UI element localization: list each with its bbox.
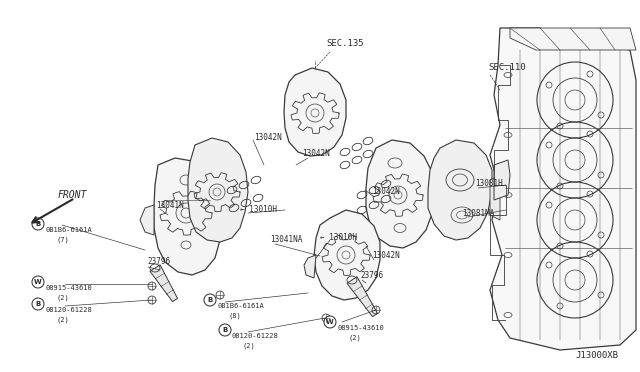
Text: (2): (2)	[348, 335, 361, 341]
Text: 08120-61228: 08120-61228	[46, 307, 93, 313]
Text: 13041NA: 13041NA	[270, 235, 302, 244]
Text: ← 13010H: ← 13010H	[320, 232, 357, 241]
Polygon shape	[304, 255, 316, 278]
Text: (2): (2)	[56, 317, 68, 323]
Polygon shape	[284, 68, 346, 156]
Polygon shape	[366, 140, 434, 248]
Circle shape	[204, 294, 216, 306]
Text: B: B	[35, 301, 40, 307]
Polygon shape	[510, 28, 636, 50]
Circle shape	[32, 218, 44, 230]
Text: W: W	[34, 279, 42, 285]
Text: 08915-43610: 08915-43610	[46, 285, 93, 291]
Circle shape	[219, 324, 231, 336]
Text: (2): (2)	[56, 295, 68, 301]
Polygon shape	[490, 175, 500, 220]
Text: B: B	[35, 221, 40, 227]
Text: 23796: 23796	[147, 257, 170, 266]
Text: 0B1B6-6161A: 0B1B6-6161A	[218, 303, 265, 309]
Text: FRONT: FRONT	[58, 190, 88, 200]
Text: 08915-43610: 08915-43610	[338, 325, 385, 331]
Polygon shape	[154, 158, 222, 275]
Text: SEC.110: SEC.110	[488, 62, 525, 71]
Polygon shape	[150, 265, 177, 302]
Polygon shape	[347, 277, 378, 317]
Polygon shape	[314, 210, 380, 300]
Circle shape	[324, 316, 336, 328]
Text: J13000XB: J13000XB	[575, 352, 618, 360]
Polygon shape	[140, 205, 154, 235]
Text: 0B1B6-6161A: 0B1B6-6161A	[46, 227, 93, 233]
Text: 13042N: 13042N	[254, 132, 282, 141]
Text: 08120-61228: 08120-61228	[232, 333, 279, 339]
Text: 13042N: 13042N	[302, 148, 330, 157]
Polygon shape	[494, 160, 510, 200]
Text: B: B	[222, 327, 228, 333]
Polygon shape	[428, 140, 492, 240]
Text: 13041N: 13041N	[156, 201, 184, 209]
Text: SEC.135: SEC.135	[326, 38, 364, 48]
Text: ← 13010H: ← 13010H	[240, 205, 277, 215]
Polygon shape	[490, 28, 636, 350]
Circle shape	[32, 298, 44, 310]
Text: 13081MA: 13081MA	[462, 208, 494, 218]
Text: 23796: 23796	[360, 270, 383, 279]
Text: (2): (2)	[242, 343, 255, 349]
Text: 13042N: 13042N	[372, 251, 400, 260]
Text: (7): (7)	[56, 237, 68, 243]
Circle shape	[32, 276, 44, 288]
Text: B: B	[207, 297, 212, 303]
Text: W: W	[326, 319, 334, 325]
Text: 13081H: 13081H	[475, 179, 503, 187]
Polygon shape	[188, 138, 248, 242]
Text: 13042N: 13042N	[372, 187, 400, 196]
Text: (8): (8)	[228, 313, 241, 319]
